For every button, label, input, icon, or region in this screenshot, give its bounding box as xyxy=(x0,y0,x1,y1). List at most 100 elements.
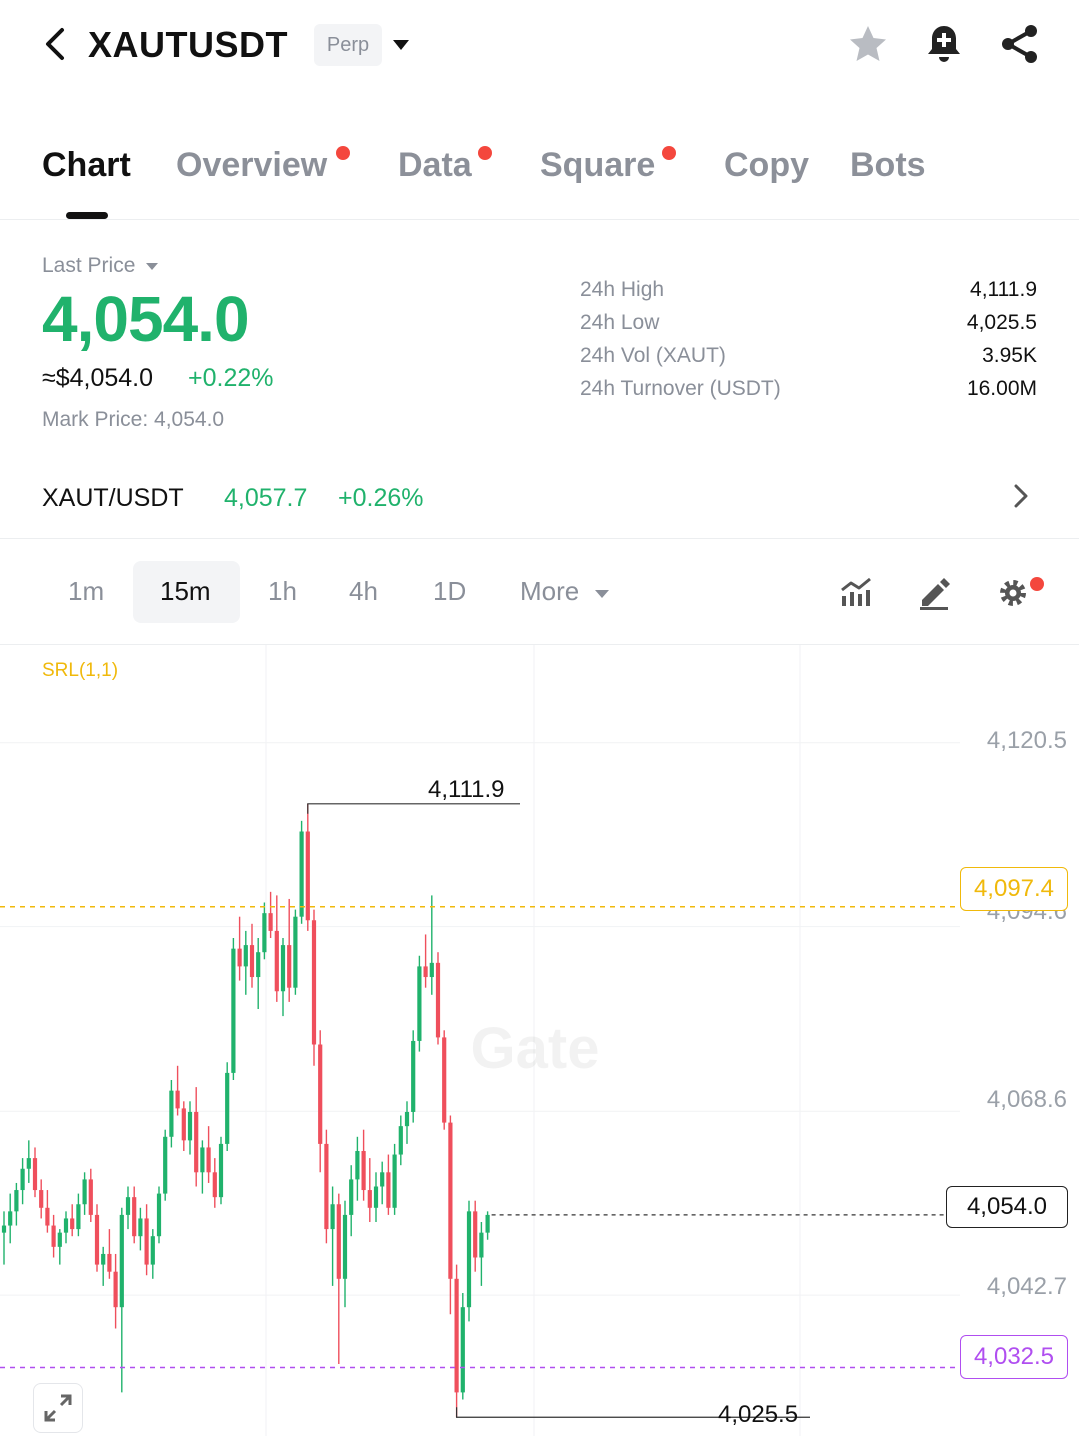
candle-body xyxy=(398,1126,403,1155)
tab-overview[interactable]: Overview xyxy=(176,146,328,184)
candle-body xyxy=(26,1158,31,1169)
candle-body xyxy=(51,1225,56,1247)
candlestick-chart[interactable]: Gate xyxy=(0,645,1079,1436)
candle-body xyxy=(336,1204,341,1279)
chart-settings-button[interactable] xyxy=(996,574,1032,610)
tab-bots[interactable]: Bots xyxy=(850,146,926,184)
active-tab-indicator xyxy=(66,212,108,219)
stat-24h-high-value: 4,111.9 xyxy=(970,278,1037,301)
favorite-button[interactable] xyxy=(844,20,892,68)
low-marker-label: 4,025.5 xyxy=(718,1401,799,1428)
candle-body xyxy=(262,913,267,953)
candle-body xyxy=(231,948,236,1073)
candle-body xyxy=(212,1172,217,1198)
candle-body xyxy=(163,1136,168,1194)
back-button[interactable] xyxy=(40,22,76,66)
watermark: Gate xyxy=(471,1016,600,1081)
tab-square[interactable]: Square xyxy=(540,146,656,184)
tab-data[interactable]: Data xyxy=(398,146,472,184)
interval-4h[interactable]: 4h xyxy=(349,576,378,606)
low-marker-line xyxy=(456,1407,810,1418)
candle-body xyxy=(299,831,304,917)
candle-body xyxy=(429,962,434,978)
candle-body xyxy=(218,1143,224,1198)
interval-1d[interactable]: 1D xyxy=(433,576,467,606)
last-price-tag[interactable]: 4,054.0 xyxy=(946,1186,1068,1228)
candle-body xyxy=(181,1108,186,1141)
candle-body xyxy=(386,1172,391,1208)
candle-body xyxy=(274,930,279,992)
stat-24h-vol-label: 24h Vol (XAUT) xyxy=(580,344,726,367)
candle-body xyxy=(460,1307,465,1393)
interval-more-label: More xyxy=(520,576,580,606)
pair-title[interactable]: XAUTUSDT xyxy=(88,24,288,65)
candle-body xyxy=(206,1147,211,1173)
y-axis-label: 4,120.5 xyxy=(986,727,1067,754)
interval-1h[interactable]: 1h xyxy=(268,576,297,606)
mark-price: Mark Price: 4,054.0 xyxy=(42,408,225,431)
indicators-button[interactable] xyxy=(838,574,874,610)
candle-body xyxy=(466,1211,472,1308)
divider xyxy=(0,219,1079,220)
candle-body xyxy=(392,1154,397,1208)
candle-body xyxy=(442,1037,447,1123)
interval-more[interactable]: More xyxy=(520,576,610,607)
candle-body xyxy=(380,1172,385,1187)
spot-price: 4,057.7 xyxy=(224,484,308,512)
spot-pair-name: XAUT/USDT xyxy=(42,484,184,512)
interval-15m[interactable]: 15m xyxy=(160,576,211,606)
expand-icon xyxy=(44,1394,72,1422)
last-price: 4,054.0 xyxy=(42,283,250,355)
tab-copy[interactable]: Copy xyxy=(724,146,809,184)
pair-selector-caret[interactable] xyxy=(392,38,410,57)
stat-24h-high-label: 24h High xyxy=(580,278,665,301)
caret-down-icon xyxy=(393,40,409,50)
candle-body xyxy=(138,1218,143,1237)
active-interval-highlight xyxy=(133,561,240,623)
price-change-percent: +0.22% xyxy=(188,364,274,392)
high-marker-line xyxy=(307,803,520,814)
candle-body xyxy=(318,1044,323,1144)
tab-data-badge-dot xyxy=(478,146,492,160)
candle-body xyxy=(355,1151,360,1180)
draw-icon xyxy=(920,578,950,610)
settings-icon xyxy=(1000,580,1026,606)
candle-body xyxy=(361,1151,366,1191)
candle-body xyxy=(305,831,310,921)
srl-upper-tag: 4,097.4 xyxy=(960,867,1068,911)
candle-body xyxy=(144,1218,149,1265)
price-alert-button[interactable] xyxy=(920,20,968,68)
candle-body xyxy=(373,1186,379,1208)
candle-body xyxy=(243,945,248,967)
candle-body xyxy=(268,913,273,931)
candle-body xyxy=(125,1197,131,1215)
fullscreen-button[interactable] xyxy=(33,1383,83,1433)
candle-body xyxy=(8,1211,13,1226)
y-axis-label: 4,042.7 xyxy=(986,1273,1067,1300)
candle-body xyxy=(70,1218,75,1230)
candle-body xyxy=(39,1190,44,1208)
candle-body xyxy=(311,920,317,1045)
stat-24h-low-label: 24h Low xyxy=(580,311,660,334)
candle-body xyxy=(169,1090,174,1137)
spot-pair-chevron[interactable] xyxy=(1010,482,1032,515)
candle-body xyxy=(88,1179,93,1215)
tab-chart[interactable]: Chart xyxy=(42,146,131,184)
candle-body xyxy=(479,1232,484,1258)
candle-body xyxy=(14,1190,19,1212)
usd-value: ≈$4,054.0 xyxy=(42,364,154,392)
candle-body xyxy=(256,952,261,978)
candle-body xyxy=(200,1147,205,1173)
candle-body xyxy=(448,1122,453,1279)
stat-24h-turnover-value: 16.00M xyxy=(966,377,1037,400)
share-button[interactable] xyxy=(996,20,1044,68)
interval-1m[interactable]: 1m xyxy=(68,576,105,606)
last-price-selector[interactable]: Last Price xyxy=(42,254,159,278)
candle-body xyxy=(175,1090,180,1109)
drawing-tools-button[interactable] xyxy=(916,574,952,610)
y-axis-label: 4,068.6 xyxy=(986,1086,1067,1113)
candle-body xyxy=(411,1040,416,1112)
candle-body xyxy=(57,1232,62,1247)
candle-body xyxy=(404,1111,410,1127)
candle-body xyxy=(293,916,298,988)
